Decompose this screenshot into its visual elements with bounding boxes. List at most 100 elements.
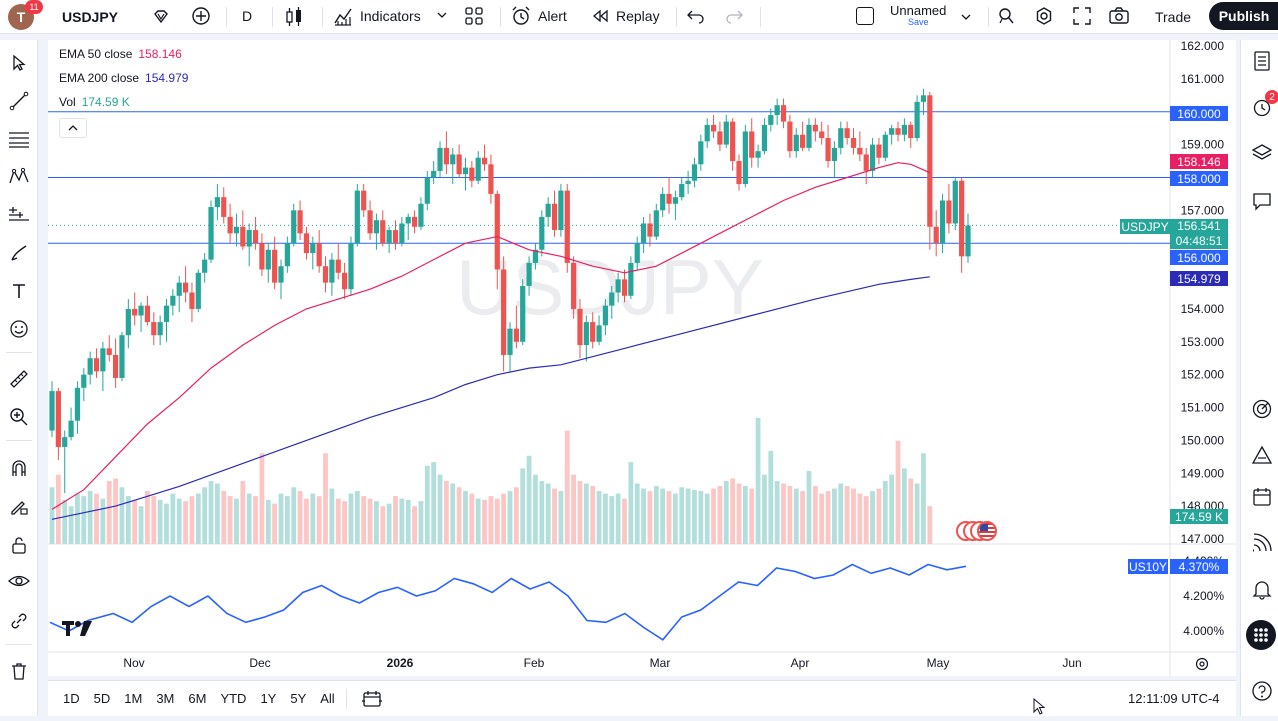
volume-bar [202,487,208,544]
hide-drawings-tool[interactable] [6,568,32,594]
economic-events[interactable] [956,521,1002,541]
range-3m[interactable]: 3M [156,691,175,706]
price-label-158: 158.000 [1170,171,1228,186]
symbol-search[interactable]: USDJPY [52,3,178,31]
candle-body [233,226,240,234]
volume-bar [488,496,494,544]
forecast-tool[interactable] [6,202,32,228]
replay-button[interactable]: Replay [590,5,660,27]
trend-line-tool[interactable] [6,88,32,114]
emoji-tool[interactable] [6,316,32,342]
volume-bar [284,496,290,544]
candle-body [755,151,761,158]
us10y-symbol-tag: US10Y [1128,559,1168,574]
news-stream-button[interactable] [1249,530,1275,556]
range-1m[interactable]: 1M [124,691,143,706]
snapshot-button[interactable] [1108,6,1130,29]
calendar-button[interactable] [1249,484,1275,510]
time-axis-tick: Dec [249,656,270,670]
text-tool[interactable] [6,278,32,304]
undo-button[interactable] [686,7,706,28]
quick-search-button[interactable] [996,6,1016,29]
chevron-down-icon[interactable] [436,8,448,24]
volume-bar [533,474,538,544]
volume-bar [800,491,806,544]
ema200-legend[interactable]: EMA 200 close 154.979 [59,71,188,85]
volume-bar [469,493,475,544]
range-5y[interactable]: 5Y [290,691,307,706]
ideas-button[interactable] [1249,396,1275,422]
interval-button[interactable]: D [242,8,253,24]
bar-countdown: 04:48:51 [1175,234,1223,248]
object-tree-button[interactable] [1249,140,1275,166]
range-5d[interactable]: 5D [93,691,111,706]
chart-area[interactable]: USDJPY 162.000 161.000 159.000 157.000 154.0… [48,40,1236,676]
chart-type-button[interactable] [284,6,304,31]
drawing-mode-tool[interactable] [6,494,32,520]
clock-timezone[interactable]: 12:11:09 UTC-4 [1128,691,1220,706]
go-to-date-button[interactable] [361,689,383,709]
redo-button[interactable] [724,7,744,28]
candle-body [62,437,68,447]
notifications-button[interactable] [1249,576,1275,602]
volume-bar [768,450,774,544]
tradingview-logo[interactable] [60,618,94,643]
fullscreen-button[interactable] [1072,6,1092,29]
candle-body [348,243,354,290]
templates-button[interactable] [464,6,484,29]
ema50-legend[interactable]: EMA 50 close 158.146 [59,47,182,61]
indicators-button[interactable]: Indicators [332,5,421,27]
compare-symbol-button[interactable] [190,5,212,30]
candle-body [151,322,157,336]
chats-button[interactable] [1249,188,1275,214]
candle-body [539,216,545,250]
collapse-legend-button[interactable] [59,118,87,138]
alert-button[interactable]: Alert [510,5,567,27]
help-button[interactable] [1249,678,1275,704]
volume-bar [692,489,697,544]
range-all[interactable]: All [320,691,335,706]
time-axis-tick: Nov [123,656,144,670]
candle-body [959,180,965,257]
range-1d[interactable]: 1D [63,691,80,706]
brush-tool[interactable] [6,240,32,266]
cursor-tool[interactable] [6,50,32,76]
lock-drawings-tool[interactable] [6,532,32,558]
symbol-flag-icon[interactable] [152,9,170,28]
volume-bar [316,496,322,544]
volume-bar [374,501,379,544]
trade-button[interactable]: Trade [1154,9,1192,25]
fib-tool[interactable] [6,126,32,152]
candle-body [501,269,507,355]
settings-button[interactable] [1034,6,1054,29]
range-6m[interactable]: 6M [188,691,207,706]
products-button[interactable] [1246,620,1276,650]
range-ytd[interactable]: YTD [220,691,247,706]
candle-body [342,272,348,290]
avatar-letter: T [16,9,26,25]
volume-legend[interactable]: Vol 174.59 K [59,95,130,109]
candle-body [392,230,399,244]
range-1y[interactable]: 1Y [260,691,277,706]
candle-body [195,272,201,309]
volume-bar [857,493,863,544]
time-axis-tick: May [927,656,950,670]
drawing-toolbar [0,40,38,716]
link-tool[interactable] [6,608,32,634]
magnet-tool[interactable] [6,456,32,482]
layout-button[interactable]: Unnamed Save [856,3,976,30]
zoom-tool[interactable] [6,404,32,430]
remove-drawings-tool[interactable] [6,658,32,684]
publish-button[interactable]: Publish [1209,2,1278,30]
price-axis-tick: 159.000 [1181,138,1225,152]
watchlist-button[interactable] [1249,48,1275,74]
time-axis-settings-button[interactable] [1194,656,1210,677]
chart-canvas[interactable]: USDJPY 162.000 161.000 159.000 157.000 154.0… [48,40,1236,676]
pine-editor-button[interactable] [1249,442,1275,468]
candle-body [800,134,806,148]
volume-bar [424,465,430,544]
pattern-tool[interactable] [6,164,32,190]
candle-body [462,167,469,175]
measure-tool[interactable] [6,366,32,392]
alerts-button[interactable] [1249,94,1275,120]
